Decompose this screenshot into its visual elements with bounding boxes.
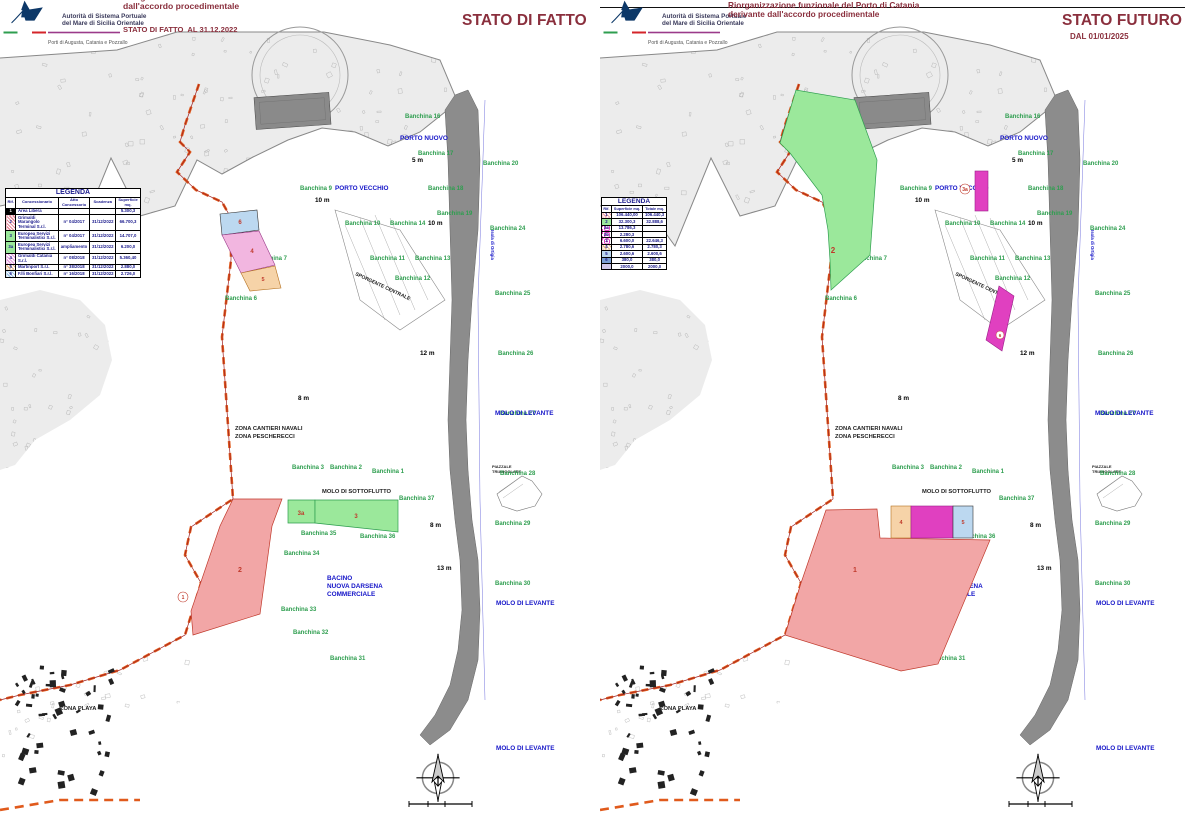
svg-text:3a: 3a	[962, 187, 968, 193]
svg-text:3a: 3a	[298, 511, 305, 517]
svg-text:2: 2	[831, 246, 836, 255]
svg-text:1: 1	[182, 595, 185, 601]
svg-text:5: 5	[961, 520, 964, 526]
svg-text:5: 5	[261, 277, 264, 283]
svg-text:2: 2	[238, 567, 242, 574]
svg-text:1: 1	[853, 567, 857, 574]
